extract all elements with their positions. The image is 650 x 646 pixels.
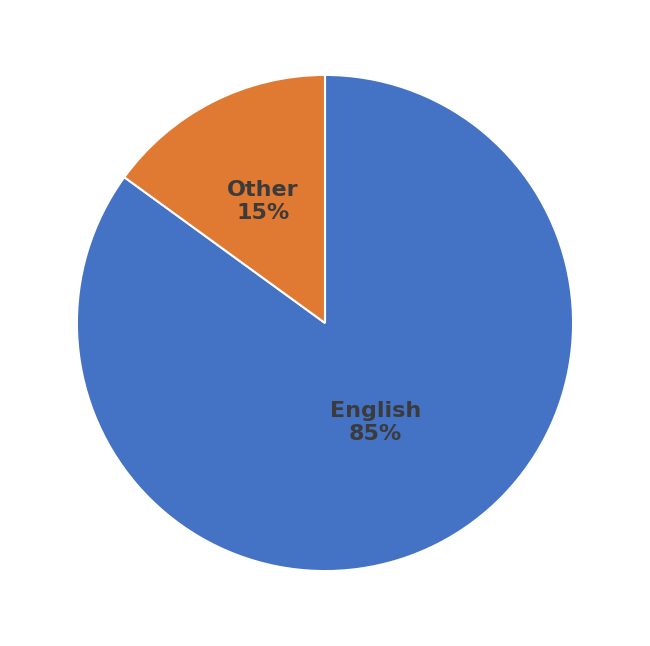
- Text: Other
15%: Other 15%: [227, 180, 299, 223]
- Wedge shape: [124, 75, 325, 323]
- Text: English
85%: English 85%: [330, 401, 421, 444]
- Wedge shape: [77, 75, 573, 571]
